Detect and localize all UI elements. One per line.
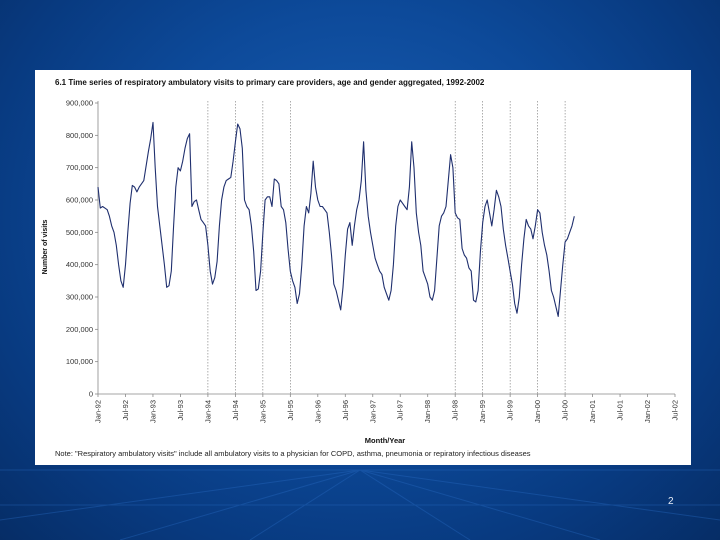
x-tick-label: Jul-99: [506, 400, 515, 420]
y-axis: 0 100,000 200,000 300,000 400,000 500,000 600,…: [66, 99, 99, 399]
x-tick-label: Jan-92: [94, 400, 103, 423]
x-tick-label: Jan-93: [148, 400, 157, 423]
x-tick-label: Jan-98: [423, 400, 432, 423]
x-tick-label: Jan-97: [368, 400, 377, 423]
x-tick-label: Jan-95: [258, 400, 267, 423]
x-tick-label: Jul-98: [451, 400, 460, 420]
reference-lines: [207, 101, 566, 394]
line-chart: 0 100,000 200,000 300,000 400,000 500,000 600,…: [42, 99, 680, 446]
y-tick-label: 100,000: [66, 357, 93, 366]
x-tick-label: Jul-93: [176, 400, 185, 420]
series-group: [97, 121, 575, 317]
x-tick-label: Jul-92: [121, 400, 130, 420]
x-tick-label: Jul-95: [286, 400, 295, 420]
x-tick-label: Jul-94: [231, 400, 240, 420]
x-tick-label: Jul-97: [396, 400, 405, 420]
x-tick-label: Jan-94: [203, 400, 212, 423]
x-axis: Jan-92 Jul-92 Jan-93 Jul-93 Jan-94 Jul-94 Jan-…: [94, 393, 680, 423]
y-tick-label: 700,000: [66, 163, 93, 172]
x-tick-label: Jul-00: [561, 400, 570, 420]
y-tick-label: 0: [89, 390, 93, 399]
x-tick-label: Jan-01: [588, 400, 597, 423]
series-line: [97, 121, 575, 317]
chart-title: 6.1 Time series of respiratory ambulator…: [55, 78, 485, 87]
x-tick-label: Jul-96: [341, 400, 350, 420]
page-number: 2: [668, 496, 674, 507]
y-tick-label: 500,000: [66, 228, 93, 237]
x-tick-label: Jul-01: [616, 400, 625, 420]
y-axis-label: Number of visits: [42, 219, 49, 274]
y-tick-label: 900,000: [66, 99, 93, 108]
chart-card: [35, 70, 691, 465]
y-tick-label: 200,000: [66, 325, 93, 334]
y-tick-label: 600,000: [66, 196, 93, 205]
x-tick-label: Jan-02: [643, 400, 652, 423]
chart-note: Note: "Respiratory ambulatory visits" in…: [55, 449, 531, 458]
x-tick-label: Jul-02: [671, 400, 680, 420]
y-tick-label: 400,000: [66, 260, 93, 269]
x-tick-label: Jan-99: [478, 400, 487, 423]
y-tick-label: 300,000: [66, 293, 93, 302]
x-tick-label: Jan-00: [533, 400, 542, 423]
x-axis-label: Month/Year: [365, 436, 406, 445]
x-tick-label: Jan-96: [313, 400, 322, 423]
y-tick-label: 800,000: [66, 131, 93, 140]
